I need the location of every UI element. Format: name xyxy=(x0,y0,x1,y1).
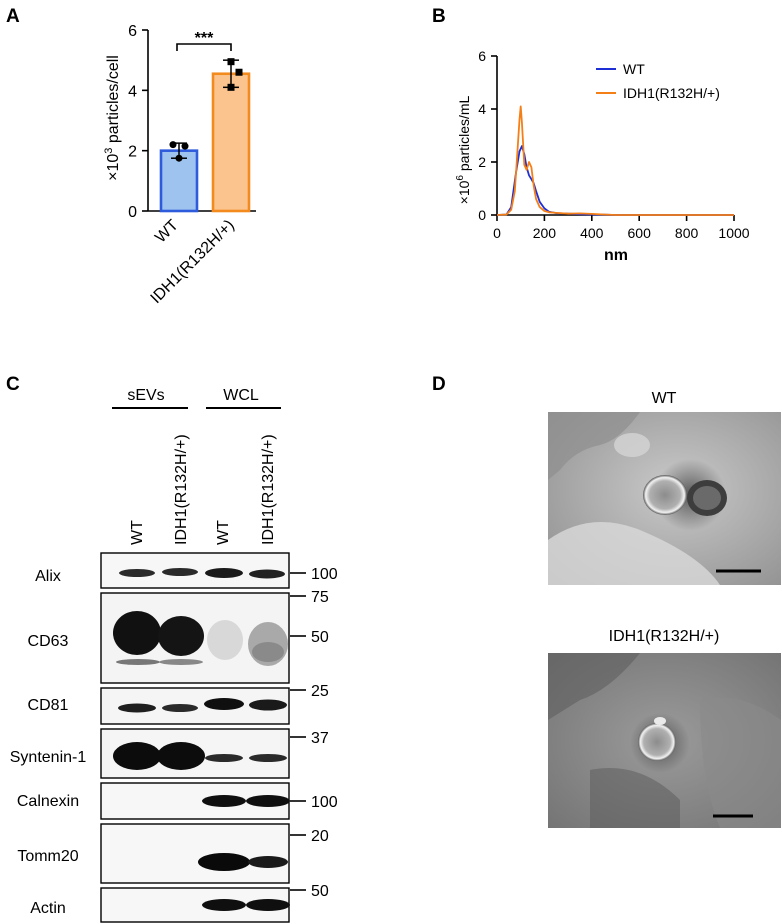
panel-a-y-ticks: 0 2 4 6 xyxy=(128,23,148,221)
tem-image-wt xyxy=(548,412,781,585)
panel-b-xlabel: nm xyxy=(604,247,628,264)
panel-label-b: B xyxy=(432,6,446,27)
panel-a-ytick-label: 6 xyxy=(128,23,137,40)
row-label-actin: Actin xyxy=(30,900,66,917)
panel-b-ytick-label: 4 xyxy=(478,101,486,117)
panel-b-legend: WT IDH1(R132H/+) xyxy=(596,61,720,101)
panel-b-x-ticks: 0 200 400 600 800 1000 xyxy=(493,215,750,241)
row-label-alix: Alix xyxy=(35,568,61,585)
data-point xyxy=(235,68,243,76)
panel-b-ylabel: ×106 particles/mL xyxy=(455,95,472,204)
tem-title-idh1: IDH1(R132H/+) xyxy=(609,628,720,645)
row-label-tomm20: Tomm20 xyxy=(17,848,78,865)
panel-b-series xyxy=(496,105,734,216)
lane-label-3: WT xyxy=(215,520,232,545)
group-label-wcl: WCL xyxy=(223,387,259,404)
blot-alix xyxy=(100,552,290,589)
panel-b-xtick-label: 600 xyxy=(628,225,652,241)
panel-b-ytick-label: 0 xyxy=(478,207,486,223)
mw-marker-25: 25 xyxy=(311,683,329,700)
blot-actin xyxy=(100,887,290,923)
panel-b-xtick-label: 400 xyxy=(580,225,604,241)
panel-b-xtick-label: 0 xyxy=(493,225,501,241)
legend-label-idh1: IDH1(R132H/+) xyxy=(623,85,720,101)
panel-a-bars xyxy=(159,58,251,213)
mw-marker-100-b: 100 xyxy=(311,794,338,811)
blot-syntenin xyxy=(100,728,290,779)
data-point xyxy=(227,58,235,66)
panel-a-ylabel: ×103 particles/cell xyxy=(103,55,122,181)
blot-cd81 xyxy=(100,687,290,725)
data-point xyxy=(175,154,183,162)
row-label-calnexin: Calnexin xyxy=(17,793,79,810)
lane-label-2: IDH1(R132H/+) xyxy=(173,434,190,545)
mw-marker-50-a: 50 xyxy=(311,629,329,646)
row-label-cd63: CD63 xyxy=(28,633,69,650)
mw-marker-50-b: 50 xyxy=(311,883,329,900)
lane-label-1: WT xyxy=(129,520,146,545)
panel-b-xtick-label: 200 xyxy=(533,225,557,241)
panel-a-ytick-label: 4 xyxy=(128,83,137,100)
mw-markers: 100 75 50 25 37 100 20 50 xyxy=(290,566,338,900)
data-point xyxy=(169,141,177,149)
data-point xyxy=(227,83,235,91)
panel-label-a: A xyxy=(6,6,20,27)
mw-marker-100-a: 100 xyxy=(311,566,338,583)
panel-b-ytick-label: 6 xyxy=(478,48,486,64)
panel-b-y-ticks: 0 2 4 6 xyxy=(478,48,497,223)
mw-marker-75: 75 xyxy=(311,589,329,606)
bar-idh1 xyxy=(211,72,251,213)
lane-label-4: IDH1(R132H/+) xyxy=(260,434,277,545)
group-label-sevs: sEVs xyxy=(127,387,164,404)
legend-label-wt: WT xyxy=(623,61,645,77)
tem-image-idh1 xyxy=(548,653,781,828)
row-label-syntenin: Syntenin-1 xyxy=(10,749,87,766)
mw-marker-20: 20 xyxy=(311,828,329,845)
panel-b-xtick-label: 800 xyxy=(675,225,699,241)
panel-a-ytick-label: 2 xyxy=(128,144,137,161)
panel-d: D WT IDH1(R132H/+) xyxy=(432,374,781,828)
panel-label-d: D xyxy=(432,374,446,395)
data-point xyxy=(181,142,189,150)
significance-bracket xyxy=(176,43,232,51)
blot-calnexin xyxy=(100,782,290,820)
panel-label-c: C xyxy=(6,374,20,395)
panel-b-xtick-label: 1000 xyxy=(718,225,749,241)
blot-cd63 xyxy=(100,592,290,684)
panel-a-xtick-wt: WT xyxy=(152,217,182,247)
panel-c: C sEVs WCL WT IDH1(R132H/+) WT IDH1(R132… xyxy=(6,374,338,923)
series-line-idh1 xyxy=(496,105,734,216)
panel-b-ytick-label: 2 xyxy=(478,154,486,170)
row-label-cd81: CD81 xyxy=(28,697,69,714)
panel-a-ytick-label: 0 xyxy=(128,204,137,221)
tem-title-wt: WT xyxy=(652,390,677,407)
blot-tomm20 xyxy=(100,823,290,884)
mw-marker-37: 37 xyxy=(311,730,329,747)
significance-stars: *** xyxy=(195,30,214,47)
panel-b: B ×106 particles/mL 0 2 4 6 0 200 400 600 800 10… xyxy=(432,6,750,264)
